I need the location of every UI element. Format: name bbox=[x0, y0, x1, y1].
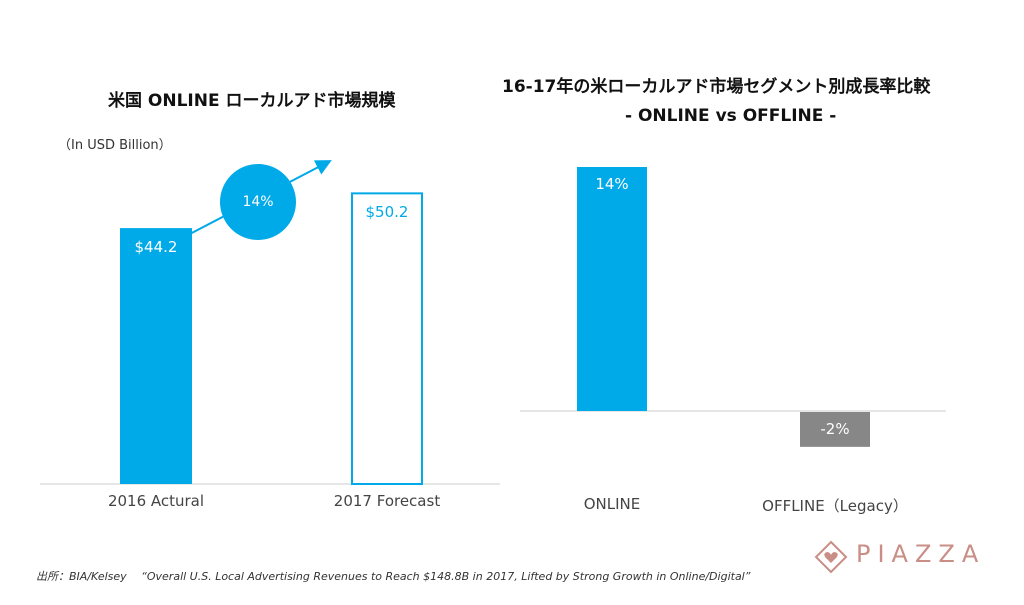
growth-circle bbox=[220, 164, 296, 240]
source-citation: 出所：BIA/Kelsey “Overall U.S. Local Advert… bbox=[36, 570, 751, 583]
growth-label: 14% bbox=[242, 194, 274, 210]
value-label-online: 14% bbox=[595, 175, 629, 193]
tick-2017: 2017 Forecast bbox=[333, 492, 441, 510]
tick-offline: OFFLINE（Legacy） bbox=[762, 497, 908, 515]
bar-online bbox=[577, 167, 647, 411]
unit-label: （In USD Billion） bbox=[58, 138, 172, 153]
bar-2017 bbox=[351, 192, 423, 486]
bar-offline bbox=[800, 412, 870, 447]
brand-name: PIAZZA bbox=[856, 540, 986, 568]
tick-2016: 2016 Actural bbox=[107, 492, 205, 510]
right-chart-title-line2: - ONLINE vs OFFLINE - bbox=[625, 106, 837, 126]
bar-2016 bbox=[120, 228, 192, 484]
value-label-2017: $50.2 bbox=[365, 203, 409, 222]
value-label-2016: $44.2 bbox=[134, 238, 178, 257]
diamond-heart-icon bbox=[814, 540, 848, 574]
left-chart-title: 米国 ONLINE ローカルアド市場規模 bbox=[108, 91, 396, 111]
brand-logo: PIAZZA bbox=[814, 540, 1014, 574]
right-chart-title-line1: 16-17年の米ローカルアド市場セグメント別成長率比較 bbox=[502, 77, 931, 97]
tick-online: ONLINE bbox=[583, 495, 641, 513]
value-label-offline: -2% bbox=[820, 420, 850, 438]
